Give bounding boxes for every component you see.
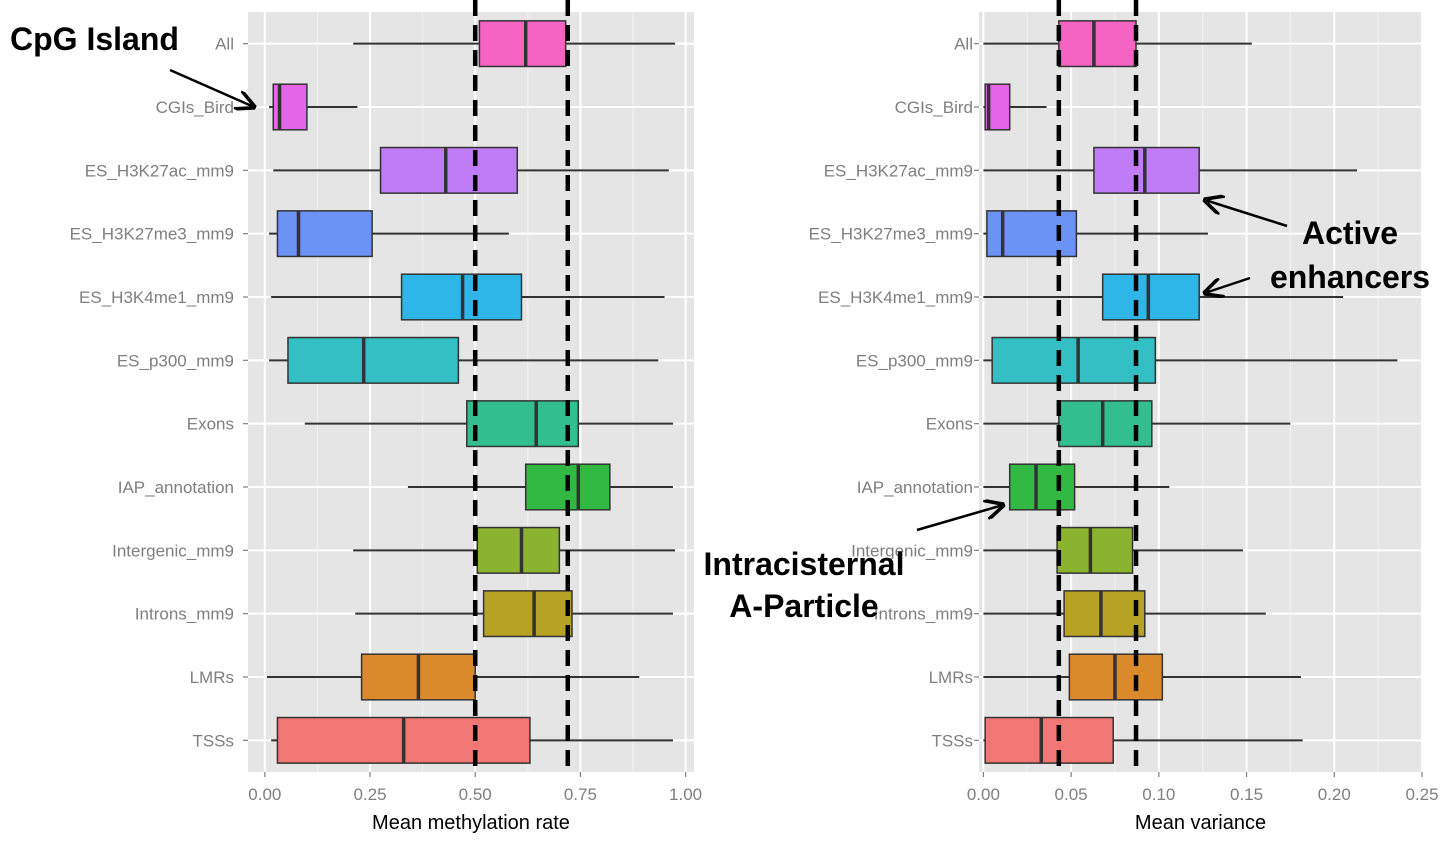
category-label: LMRs [190, 668, 234, 687]
box-es-h3k27me3-mm9 [983, 210, 1208, 258]
x-tick-label: 0.05 [1055, 785, 1088, 804]
box-iap-annotation [983, 463, 1170, 511]
box-iqr [984, 716, 1114, 764]
x-tick-label: 0.15 [1230, 785, 1263, 804]
annotation-arrow [1205, 200, 1288, 228]
x-axis-title: Mean methylation rate [372, 812, 570, 834]
box-iqr [482, 590, 573, 638]
methylation-chart: All CGIs_Bird ES_H3K27ac_mm9 ES_H3K27me3_mm… [70, 0, 702, 834]
box-iqr [1063, 590, 1146, 638]
box-iqr [1101, 273, 1200, 321]
category-label: TSSs [192, 731, 234, 750]
annotation-iap-line-1: Intracisternal [704, 546, 905, 582]
annotation-arrow [169, 68, 254, 107]
category-label: Introns_mm9 [135, 605, 234, 624]
box-es-h3k4me1-mm9 [271, 273, 665, 321]
box-iqr [287, 336, 460, 384]
box-iqr [466, 400, 580, 448]
x-tick-label: 0.25 [1405, 785, 1438, 804]
category-label: ES_H3K4me1_mm9 [818, 288, 973, 307]
x-tick-label: 0.75 [564, 785, 597, 804]
box-all [353, 20, 676, 68]
box-all [983, 20, 1252, 68]
category-label: ES_p300_mm9 [117, 351, 234, 370]
category-label: Introns_mm9 [874, 605, 973, 624]
category-label: ES_H3K27me3_mm9 [809, 225, 973, 244]
category-label: ES_H3K27ac_mm9 [85, 161, 234, 180]
category-label: ES_H3K27me3_mm9 [70, 225, 234, 244]
box-es-p300-mm9 [983, 336, 1398, 384]
plot-panel [979, 12, 1422, 772]
x-axis-title: Mean variance [1135, 812, 1266, 834]
box-iqr [1056, 526, 1134, 574]
box-lmrs [983, 653, 1301, 701]
box-es-h3k27ac-mm9 [273, 146, 669, 194]
category-label: LMRs [929, 668, 973, 687]
box-iqr [276, 210, 373, 258]
category-label: ES_H3K4me1_mm9 [79, 288, 234, 307]
category-label: IAP_annotation [118, 478, 234, 497]
category-label: IAP_annotation [857, 478, 973, 497]
box-iqr [478, 20, 567, 68]
category-label: ES_H3K27ac_mm9 [824, 161, 973, 180]
annotations: CpG Island Active enhancers Intracisternal A… [10, 21, 1430, 624]
annotation-iap-line-2: A-Particle [729, 588, 878, 624]
box-cgis-bird [983, 83, 1047, 131]
box-iqr [476, 526, 561, 574]
category-label: All [215, 35, 234, 54]
category-label: TSSs [931, 731, 973, 750]
x-tick-label: 0.10 [1142, 785, 1175, 804]
box-tsss [983, 716, 1303, 764]
x-tick-label: 0.20 [1318, 785, 1351, 804]
category-label: CGIs_Bird [895, 98, 973, 117]
annotation-active-line-2: enhancers [1270, 259, 1430, 295]
box-iqr [1093, 146, 1200, 194]
category-label: All [954, 35, 973, 54]
box-introns-mm9 [355, 590, 673, 638]
box-introns-mm9 [983, 590, 1266, 638]
box-exons [304, 400, 673, 448]
box-iqr [379, 146, 519, 194]
category-label: Intergenic_mm9 [112, 541, 234, 560]
box-es-h3k27me3-mm9 [269, 210, 509, 258]
box-iqr [986, 210, 1078, 258]
category-label: Intergenic_mm9 [851, 541, 973, 560]
box-es-h3k27ac-mm9 [983, 146, 1358, 194]
annotation-cpg-island: CpG Island [10, 21, 179, 57]
annotation-arrow [916, 505, 1003, 532]
box-iqr [991, 336, 1157, 384]
box-intergenic-mm9 [353, 526, 676, 574]
category-label: Exons [926, 415, 973, 434]
x-tick-label: 0.25 [353, 785, 386, 804]
box-cgis-bird [269, 83, 358, 131]
box-es-p300-mm9 [269, 336, 659, 384]
category-label: Exons [187, 415, 234, 434]
plot-panel [248, 12, 694, 772]
annotation-arrow [1205, 276, 1251, 293]
annotation-active-line-1: Active [1302, 215, 1398, 251]
box-intergenic-mm9 [983, 526, 1244, 574]
box-tsss [271, 716, 673, 764]
category-label: ES_p300_mm9 [856, 351, 973, 370]
x-tick-label: 0.50 [459, 785, 492, 804]
box-es-h3k4me1-mm9 [983, 273, 1344, 321]
x-tick-label: 0.00 [967, 785, 1000, 804]
category-label: CGIs_Bird [156, 98, 234, 117]
box-iqr [1058, 20, 1137, 68]
x-tick-label: 0.00 [248, 785, 281, 804]
box-iqr [1008, 463, 1076, 511]
variance-chart: All CGIs_Bird ES_H3K27ac_mm9 ES_H3K27me3_mm… [809, 0, 1439, 834]
x-tick-label: 1.00 [669, 785, 702, 804]
